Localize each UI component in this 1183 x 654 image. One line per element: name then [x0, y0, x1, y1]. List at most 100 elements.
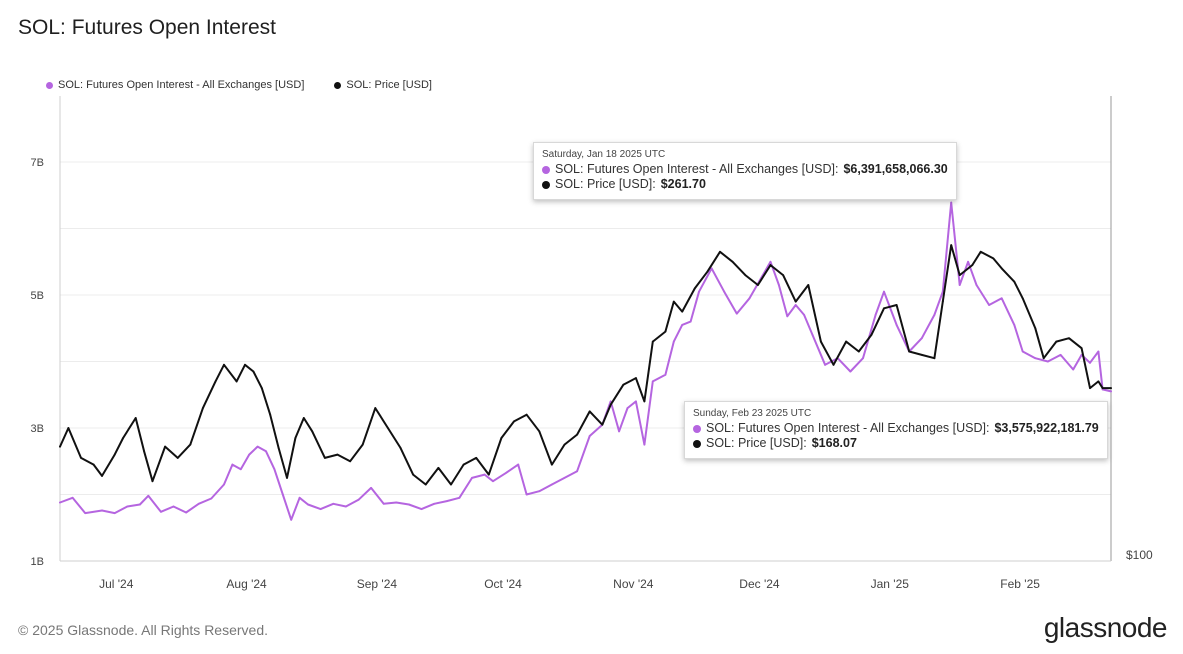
price-point [1055, 340, 1058, 343]
open-interest-point [651, 380, 654, 383]
x-tick-label: Jul '24 [99, 577, 134, 591]
price-point [67, 427, 70, 429]
open-interest-point [471, 476, 473, 479]
open-interest-point [1089, 361, 1091, 364]
price-point [1034, 327, 1037, 330]
open-interest-point [231, 463, 234, 466]
open-interest-point [256, 445, 259, 448]
price-point [1021, 297, 1024, 300]
open-interest-point [492, 480, 494, 483]
legend: SOL: Futures Open Interest - All Exchang… [46, 79, 432, 91]
price-point [941, 300, 944, 303]
legend-item-open-interest[interactable]: SOL: Futures Open Interest - All Exchang… [46, 79, 304, 91]
open-interest-point [1034, 357, 1037, 360]
open-interest-point [1059, 353, 1062, 356]
open-interest-point [794, 304, 797, 306]
price-point [349, 460, 351, 463]
open-interest-point [609, 400, 612, 403]
open-interest-point [101, 509, 103, 512]
price-point [424, 483, 427, 486]
price-point [979, 250, 982, 253]
price-point [719, 250, 721, 253]
price-point [635, 377, 637, 380]
open-interest-point [689, 320, 692, 323]
open-interest-swatch [46, 81, 53, 89]
open-interest-point [883, 290, 885, 293]
x-tick-label: Oct '24 [484, 577, 522, 591]
tooltip-label: SOL: Price [USD]: [555, 177, 656, 191]
price-point [794, 300, 797, 303]
price-point [450, 483, 452, 486]
tooltip-jan-18: Saturday, Jan 18 2025 UTC SOL: Futures O… [533, 142, 957, 200]
price-point [80, 457, 82, 459]
open-interest-point [273, 468, 276, 471]
open-interest-point [1047, 360, 1049, 363]
price-point [101, 474, 103, 477]
tooltip-row-open-interest: SOL: Futures Open Interest - All Exchang… [693, 421, 1099, 436]
price-point [277, 447, 280, 449]
page-title: SOL: Futures Open Interest [18, 16, 276, 39]
open-interest-point [382, 502, 385, 505]
open-interest-point [643, 443, 646, 446]
open-interest-point [862, 357, 864, 360]
tooltip-date: Saturday, Jan 18 2025 UTC [542, 149, 666, 160]
price-point [143, 450, 145, 453]
price-point [122, 437, 124, 439]
right-tick-label: $100 [1126, 548, 1153, 562]
price-point [244, 363, 246, 366]
open-interest-point [248, 453, 251, 456]
legend-item-price[interactable]: SOL: Price [USD] [334, 79, 432, 91]
glassnode-logo[interactable]: glassnode [1043, 612, 1168, 643]
price-point [286, 476, 288, 479]
open-interest-point [748, 297, 751, 300]
price-point [437, 467, 440, 469]
price-point [820, 340, 822, 343]
open-interest-point [626, 407, 629, 409]
price-point [845, 340, 848, 343]
price-point [374, 407, 377, 409]
open-interest-point [445, 500, 448, 503]
open-interest-point [319, 508, 322, 511]
open-interest-point [458, 496, 461, 499]
tooltip-label: SOL: Futures Open Interest - All Exchang… [555, 162, 839, 176]
open-interest-point [185, 511, 188, 514]
price-point [950, 244, 953, 247]
price-point [971, 264, 974, 266]
tooltip-feb-23: Sunday, Feb 23 2025 UTC SOL: Futures Ope… [684, 401, 1108, 459]
price-point [294, 437, 297, 439]
open-interest-point [147, 494, 150, 497]
open-interest-point [408, 503, 410, 506]
price-point [134, 417, 137, 419]
price-point [672, 300, 675, 303]
open-interest-point [588, 435, 591, 437]
price-point [92, 463, 95, 466]
open-interest-point [59, 501, 61, 504]
open-interest-point [126, 505, 129, 508]
open-interest-point [138, 503, 141, 506]
price-point [302, 417, 305, 419]
y-tick-label: 5B [31, 290, 44, 302]
price-point [883, 307, 885, 310]
open-interest-point [664, 373, 667, 376]
price-point [269, 413, 272, 416]
tooltip-row-open-interest: SOL: Futures Open Interest - All Exchang… [542, 162, 948, 177]
open-interest-point [769, 260, 772, 263]
open-interest-point [1110, 390, 1112, 393]
price-point [538, 430, 541, 433]
open-interest-point [1097, 350, 1100, 353]
open-interest-point [672, 340, 675, 343]
price-point [1013, 280, 1016, 283]
x-tick-label: Feb '25 [1000, 577, 1040, 591]
tooltip-row-price: SOL: Price [USD]: $261.70 [542, 177, 948, 192]
tooltip-value: $6,391,658,066.30 [843, 162, 948, 176]
open-interest-point [307, 503, 309, 506]
price-point [1110, 387, 1112, 389]
open-interest-point [723, 290, 726, 293]
x-tick-label: Dec '24 [739, 577, 780, 591]
price-point [260, 387, 263, 389]
price-point [832, 363, 835, 366]
open-interest-point [210, 497, 213, 500]
price-swatch [542, 180, 550, 189]
price-point [475, 457, 478, 459]
